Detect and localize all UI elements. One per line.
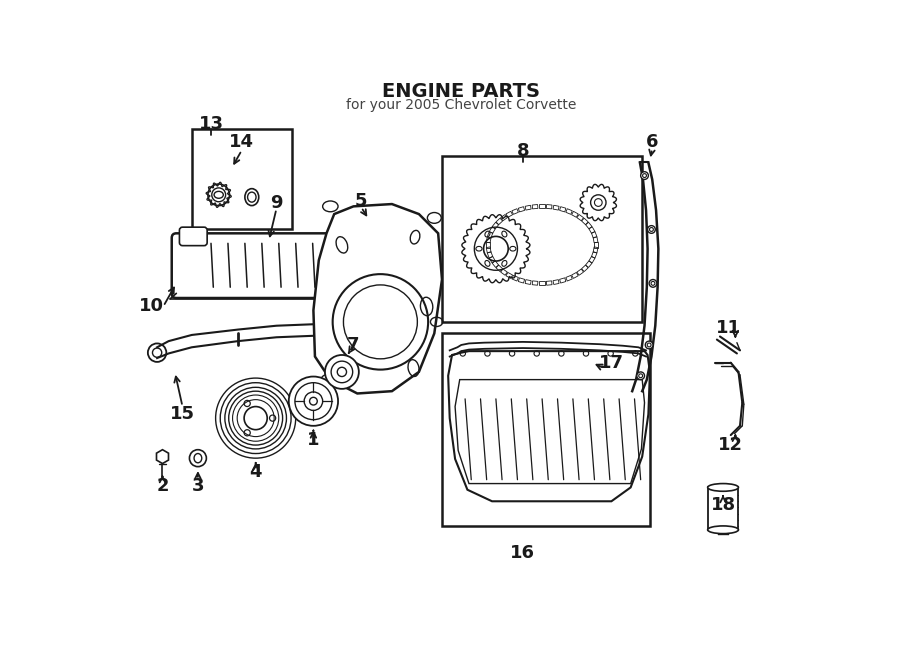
Text: 9: 9: [270, 194, 283, 212]
Text: 10: 10: [140, 297, 164, 315]
Text: for your 2005 Chevrolet Corvette: for your 2005 Chevrolet Corvette: [346, 98, 576, 112]
Text: 15: 15: [170, 405, 195, 423]
Text: 13: 13: [199, 115, 223, 133]
Circle shape: [649, 280, 657, 288]
Bar: [442, 333, 650, 526]
Bar: [442, 156, 643, 322]
Text: 4: 4: [249, 463, 262, 481]
Text: 1: 1: [307, 431, 320, 449]
FancyBboxPatch shape: [172, 233, 350, 298]
Text: 8: 8: [517, 142, 529, 160]
Text: 3: 3: [192, 477, 204, 495]
Text: 18: 18: [710, 496, 735, 514]
Text: 5: 5: [355, 192, 367, 210]
Circle shape: [325, 355, 359, 389]
Text: ENGINE PARTS: ENGINE PARTS: [382, 82, 540, 101]
Circle shape: [289, 377, 338, 426]
Circle shape: [641, 172, 648, 179]
Text: 17: 17: [598, 354, 624, 371]
Text: 7: 7: [347, 336, 360, 354]
Bar: [707, 487, 738, 529]
Polygon shape: [313, 204, 442, 393]
Text: 16: 16: [510, 544, 536, 562]
Ellipse shape: [707, 484, 738, 491]
Text: 6: 6: [646, 134, 659, 151]
Polygon shape: [448, 351, 650, 501]
FancyBboxPatch shape: [179, 227, 207, 246]
Circle shape: [645, 341, 653, 349]
Text: 14: 14: [230, 134, 255, 151]
Circle shape: [648, 225, 655, 233]
Text: 11: 11: [716, 319, 741, 337]
Text: 12: 12: [718, 436, 743, 454]
Ellipse shape: [707, 526, 738, 533]
Bar: [192, 130, 292, 229]
Circle shape: [637, 372, 644, 379]
Text: 2: 2: [157, 477, 168, 495]
